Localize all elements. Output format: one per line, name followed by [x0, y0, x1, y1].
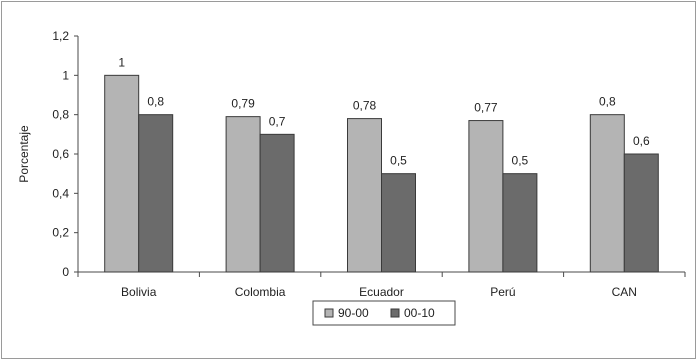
legend-label: 00-10: [404, 306, 435, 320]
bar-90-00-Bolivia: [104, 74, 140, 273]
x-tick-label: Perú: [490, 285, 515, 299]
legend-swatch-90-00: [324, 308, 334, 318]
y-tick-label: 1,2: [52, 29, 69, 43]
legend-label: 90-00: [338, 306, 369, 320]
legend: 90-00 00-10: [312, 300, 456, 326]
data-label: 0,6: [633, 134, 650, 148]
y-tick-label: 1: [62, 68, 69, 82]
y-axis-title: Porcentaje: [17, 125, 31, 183]
axes: 0 0,2 0,4 0,6 0,8 1 1,2 Bolivia Colombia Ecuador P…: [52, 29, 686, 299]
x-tick-label: CAN: [612, 285, 637, 299]
bar-90-00-Perú: [468, 120, 504, 273]
bar-00-10-Colombia: [259, 133, 295, 273]
y-tick-label: 0,8: [52, 108, 69, 122]
bar-00-10-Ecuador: [381, 173, 416, 273]
x-tick-label: Ecuador: [359, 285, 404, 299]
bars: 1 0,8 0,79 0,7 0,78 0,5 0,77 0,5 0,8 0,6: [104, 55, 659, 273]
bar-90-00-CAN: [589, 114, 625, 273]
y-tick-label: 0,2: [52, 226, 69, 240]
y-tick-label: 0: [62, 265, 69, 279]
data-label: 0,5: [512, 154, 529, 168]
data-label: 1: [118, 55, 125, 69]
data-label: 0,8: [599, 95, 616, 109]
x-tick-label: Bolivia: [121, 285, 157, 299]
data-label: 0,77: [474, 101, 498, 115]
bar-90-00-Ecuador: [347, 118, 382, 273]
y-tick-label: 0,6: [52, 147, 69, 161]
x-tick-label: Colombia: [235, 285, 286, 299]
data-label: 0,78: [353, 99, 377, 113]
data-label: 0,7: [269, 114, 286, 128]
bar-00-10-Bolivia: [138, 114, 174, 273]
data-label: 0,79: [231, 97, 255, 111]
data-label: 0,8: [147, 95, 164, 109]
legend-box: [312, 300, 456, 326]
data-label: 0,5: [390, 154, 407, 168]
bar-00-10-CAN: [623, 153, 659, 273]
y-tick-label: 0,4: [52, 186, 69, 200]
bar-00-10-Perú: [502, 173, 538, 273]
bar-90-00-Colombia: [225, 116, 261, 273]
legend-swatch-00-10: [390, 308, 400, 318]
